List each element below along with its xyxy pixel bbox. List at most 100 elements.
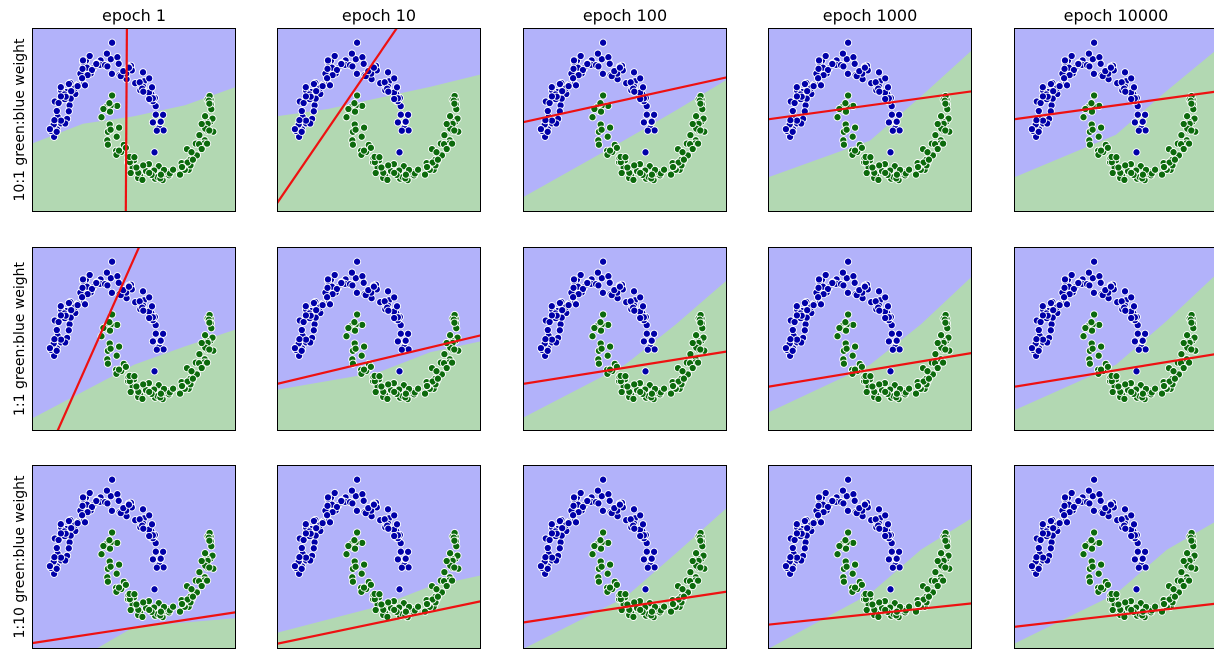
- point-green: [401, 607, 410, 616]
- panel-frame: [277, 28, 481, 212]
- point-green: [629, 612, 638, 621]
- point-green: [1085, 140, 1094, 149]
- point-blue: [641, 367, 650, 376]
- point-green: [1187, 345, 1196, 354]
- point-blue: [1046, 326, 1055, 335]
- point-blue: [103, 281, 112, 290]
- point-green: [169, 165, 178, 174]
- point-blue: [1096, 496, 1105, 505]
- panel-frame: [1014, 28, 1214, 212]
- point-blue: [547, 553, 557, 562]
- point-green: [924, 155, 933, 164]
- point-green: [881, 387, 890, 396]
- point-green: [205, 345, 214, 354]
- point-blue: [309, 326, 318, 335]
- point-green: [203, 139, 212, 148]
- point-green: [450, 126, 459, 135]
- point-green: [596, 544, 606, 553]
- points: [45, 475, 218, 622]
- point-blue: [1069, 65, 1078, 75]
- point-blue: [599, 38, 608, 47]
- point-blue: [843, 69, 852, 78]
- point-blue: [564, 301, 573, 310]
- point-blue: [816, 81, 826, 90]
- point-green: [132, 382, 141, 391]
- point-blue: [50, 116, 59, 125]
- point-green: [440, 131, 449, 140]
- point-blue: [1141, 126, 1150, 135]
- point-green: [177, 162, 187, 172]
- point-blue: [788, 106, 797, 116]
- point-blue: [78, 275, 88, 284]
- point-blue: [887, 547, 896, 556]
- point-blue: [788, 325, 797, 335]
- point-green: [401, 389, 410, 398]
- row-label: 10:1 green:blue weight: [12, 38, 28, 201]
- point-blue: [823, 502, 832, 512]
- point-green: [433, 592, 442, 601]
- point-blue: [1049, 87, 1058, 96]
- point-green: [1185, 576, 1194, 585]
- point-blue: [1133, 547, 1142, 556]
- point-blue: [52, 346, 61, 355]
- point-green: [841, 544, 851, 553]
- point-blue: [1106, 282, 1115, 291]
- point-green: [841, 536, 850, 545]
- points: [1027, 38, 1200, 185]
- point-green: [448, 139, 457, 148]
- point-blue: [102, 268, 111, 277]
- point-green: [130, 372, 139, 381]
- point-green: [931, 568, 940, 577]
- point-blue: [56, 311, 65, 320]
- point-blue: [849, 490, 858, 499]
- point-blue: [1127, 511, 1136, 520]
- point-green: [924, 374, 933, 383]
- point-blue: [1127, 293, 1136, 302]
- point-green: [169, 602, 178, 611]
- point-blue: [1055, 301, 1064, 310]
- point-blue: [1034, 106, 1043, 116]
- point-blue: [1049, 524, 1058, 533]
- point-blue: [145, 293, 154, 302]
- point-green: [188, 592, 197, 601]
- point-green: [588, 332, 597, 341]
- point-blue: [888, 563, 897, 572]
- point-blue: [895, 329, 904, 338]
- decision-line: [768, 90, 972, 121]
- point-green: [195, 350, 204, 359]
- point-blue: [297, 564, 306, 573]
- point-blue: [536, 125, 545, 134]
- point-green: [139, 161, 148, 170]
- point-blue: [814, 501, 823, 510]
- point-blue: [150, 148, 159, 157]
- point-blue: [103, 62, 112, 71]
- point-green: [841, 326, 851, 335]
- point-blue: [52, 127, 61, 136]
- point-blue: [887, 329, 896, 338]
- point-green: [604, 320, 613, 329]
- point-green: [688, 363, 697, 373]
- point-green: [913, 162, 923, 172]
- point-green: [913, 599, 923, 609]
- point-blue: [786, 335, 795, 344]
- point-blue: [543, 106, 552, 116]
- point-blue: [404, 110, 413, 119]
- point-blue: [56, 553, 66, 562]
- point-blue: [138, 505, 148, 514]
- decision-line: [768, 351, 972, 388]
- point-blue: [650, 345, 659, 354]
- point-green: [1187, 126, 1196, 135]
- point-blue: [1127, 531, 1136, 541]
- point-green: [377, 600, 386, 609]
- point-blue: [301, 116, 311, 125]
- point-blue: [1074, 496, 1083, 506]
- point-green: [121, 580, 130, 589]
- point-blue: [397, 126, 406, 135]
- point-blue: [790, 535, 799, 545]
- point-blue: [108, 38, 117, 47]
- point-green: [696, 536, 705, 545]
- point-green: [113, 538, 122, 547]
- point-blue: [108, 475, 117, 484]
- point-blue: [347, 486, 356, 495]
- point-green: [605, 146, 615, 155]
